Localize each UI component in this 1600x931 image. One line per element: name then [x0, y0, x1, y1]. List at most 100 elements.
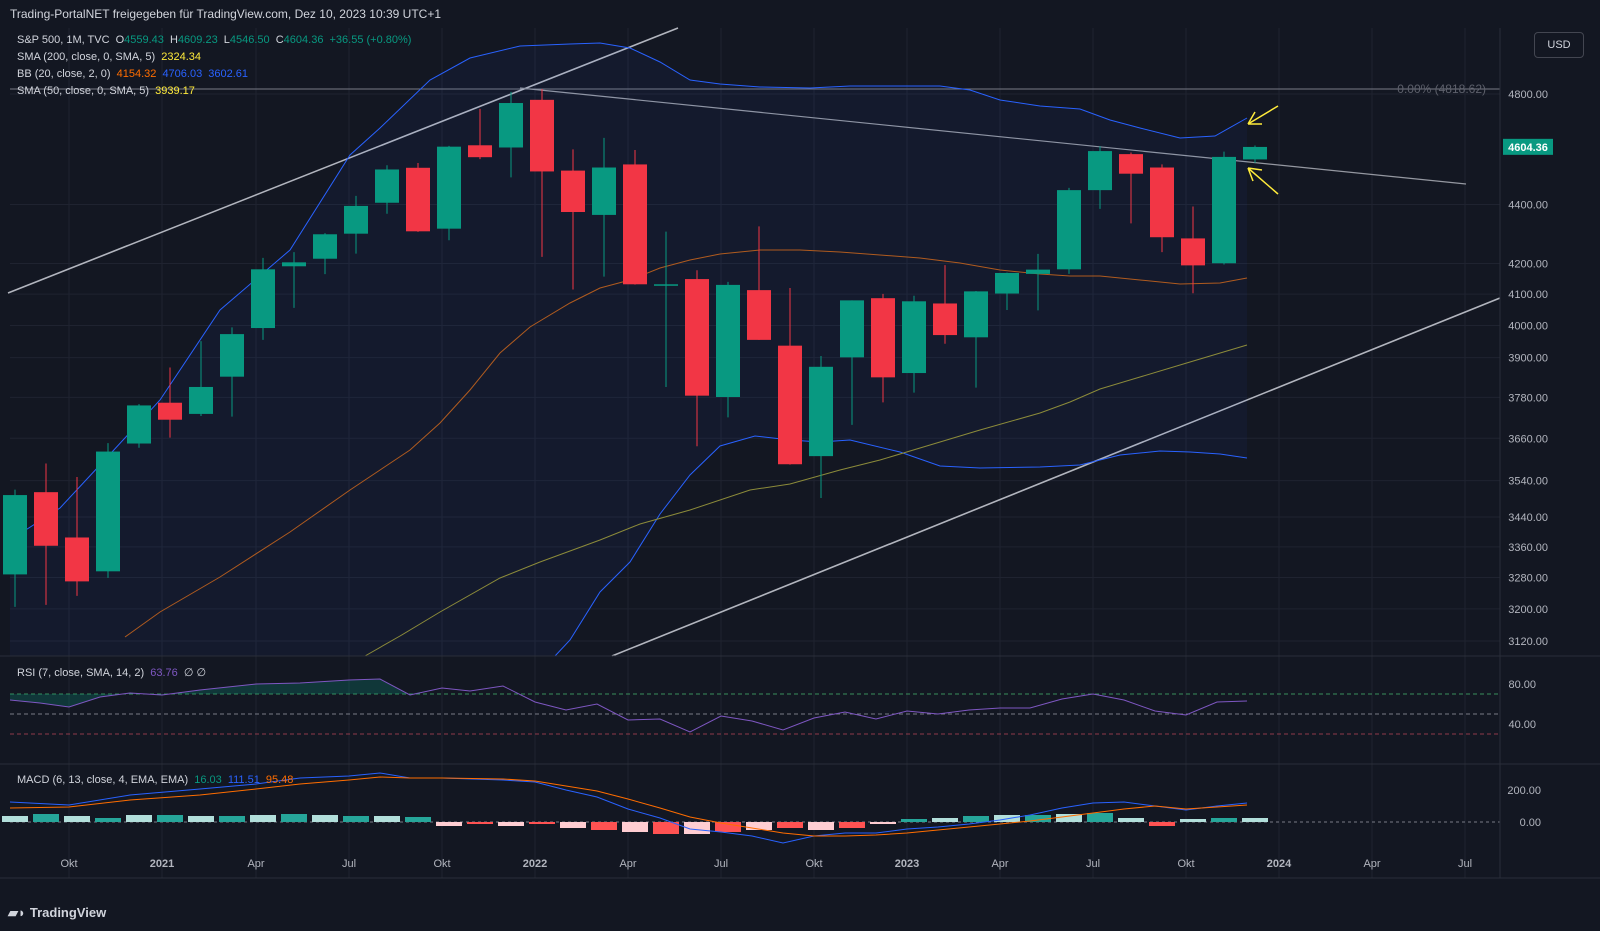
- macd-histogram-bar: [219, 816, 245, 822]
- candles: [3, 88, 1267, 607]
- rsi-value: 63.76: [150, 667, 178, 679]
- candle: [778, 287, 802, 465]
- last-price-label: 4604.36: [1508, 142, 1548, 154]
- rsi-label: RSI (7, close, SMA, 14, 2): [17, 667, 145, 679]
- rsi-tick-label: 40.00: [1508, 719, 1536, 731]
- macd-signal-line: [9, 776, 1248, 837]
- macd-histogram-bar: [591, 822, 617, 830]
- candle-body: [1243, 146, 1267, 160]
- candle-body: [251, 269, 275, 329]
- rsi-panel: [9, 678, 1500, 735]
- candle-body: [871, 298, 895, 378]
- sma50-legend[interactable]: SMA (50, close, 0, SMA, 5) 3939.17: [17, 85, 198, 97]
- high-value: 4609.23: [177, 34, 218, 46]
- candle-body: [1212, 156, 1236, 264]
- rsi-tick-label: 80.00: [1508, 679, 1536, 691]
- macd-histogram-bar: [1242, 818, 1268, 822]
- fib-label: 0.00% (4818.62): [1397, 82, 1486, 96]
- candle: [313, 233, 337, 275]
- candle: [1026, 253, 1050, 311]
- candle: [220, 327, 244, 417]
- rsi-legend[interactable]: RSI (7, close, SMA, 14, 2) 63.76 ∅ ∅: [17, 666, 209, 679]
- bb-legend[interactable]: BB (20, close, 2, 0) 4154.32 4706.03 360…: [17, 68, 251, 80]
- macd-histogram-bar: [157, 815, 183, 822]
- annotation-arrows: [1247, 105, 1279, 195]
- indicator-lines: [9, 42, 1248, 657]
- macd-histogram-bar: [777, 822, 803, 828]
- rsi-extra: ∅ ∅: [183, 667, 207, 679]
- candle-body: [685, 279, 709, 396]
- candle: [685, 270, 709, 447]
- bb-basis-value: 4154.32: [116, 68, 157, 80]
- time-axis[interactable]: Okt 2021 Apr Jul Okt 2022 Apr Jul Okt 2023 Apr Jul O…: [60, 858, 1472, 870]
- time-tick-label: Okt: [805, 858, 822, 870]
- candle-body: [158, 402, 182, 420]
- macd-histogram-bar: [95, 818, 121, 822]
- candle-body: [840, 300, 864, 358]
- macd-histogram-bar: [839, 822, 865, 828]
- time-tick-label: Jul: [1086, 858, 1100, 870]
- candle: [158, 367, 182, 438]
- sma200-label: SMA (200, close, 0, SMA, 5): [17, 51, 156, 63]
- bb-lower-value: 3602.61: [208, 68, 249, 80]
- sma50-label: SMA (50, close, 0, SMA, 5): [17, 85, 150, 97]
- fib-line: 0.00% (4818.62): [10, 82, 1500, 96]
- lower-arrow: [1247, 167, 1279, 195]
- candle: [933, 265, 957, 344]
- candle: [34, 463, 58, 605]
- macd-legend[interactable]: MACD (6, 13, close, 4, EMA, EMA) 16.03 1…: [17, 774, 296, 786]
- macd-histogram-bar: [64, 816, 90, 822]
- candle-body: [561, 170, 585, 213]
- sma200-legend[interactable]: SMA (200, close, 0, SMA, 5) 2324.34: [17, 51, 204, 63]
- change-value: +36.55 (+0.80%): [329, 34, 412, 46]
- price-axis[interactable]: 4800.00 4400.00 4200.00 4100.00 4000.00 3900.…: [1503, 89, 1553, 829]
- rsi-overbought-fill: [10, 679, 442, 707]
- upper-trend-line: [7, 27, 679, 294]
- candle-body: [1119, 154, 1143, 174]
- symbol-label[interactable]: S&P 500, 1M, TVC: [17, 34, 110, 46]
- macd-value: 16.03: [194, 774, 222, 786]
- macd-histogram-bar: [250, 815, 276, 822]
- price-tick-label: 3540.00: [1508, 476, 1548, 488]
- bb-lower-line: [554, 435, 1248, 657]
- bb-upper-value: 4706.03: [162, 68, 203, 80]
- candle: [468, 108, 492, 160]
- candle: [406, 163, 430, 232]
- macd-histogram-bar: [684, 822, 710, 834]
- candle: [499, 91, 523, 178]
- candle-body: [933, 303, 957, 336]
- macd-histogram-bar: [653, 822, 679, 834]
- macd-histogram-bar: [188, 816, 214, 822]
- tradingview-brand[interactable]: ▰◗ TradingView: [8, 905, 106, 921]
- macd-histogram-bar: [901, 819, 927, 822]
- high-label: H: [169, 34, 178, 46]
- candle: [127, 404, 151, 448]
- macd-histogram-bar: [715, 822, 741, 832]
- time-tick-label: Apr: [1363, 858, 1380, 870]
- bb-label: BB (20, close, 2, 0): [17, 68, 111, 80]
- candle: [716, 281, 740, 418]
- last-price-tag: [1503, 138, 1553, 155]
- macd-histogram-bar: [560, 822, 586, 828]
- candle: [1212, 151, 1236, 265]
- time-tick-label: 2023: [895, 858, 919, 870]
- candle: [1057, 187, 1081, 274]
- candle: [344, 195, 368, 254]
- candle-body: [530, 99, 554, 172]
- open-label: O: [115, 34, 125, 46]
- currency-button[interactable]: USD: [1534, 32, 1584, 58]
- candle-body: [1088, 151, 1112, 191]
- time-tick-label: Jul: [714, 858, 728, 870]
- macd-histogram-bar: [1211, 818, 1237, 822]
- low-label: L: [223, 34, 230, 46]
- candle-body: [65, 537, 89, 582]
- macd-panel: [2, 772, 1500, 844]
- candle: [964, 291, 988, 388]
- candle: [995, 272, 1019, 311]
- candle: [530, 88, 554, 257]
- macd-histogram-bar: [498, 822, 524, 826]
- macd-histogram-bar: [126, 815, 152, 822]
- macd-histogram-bar: [1087, 813, 1113, 822]
